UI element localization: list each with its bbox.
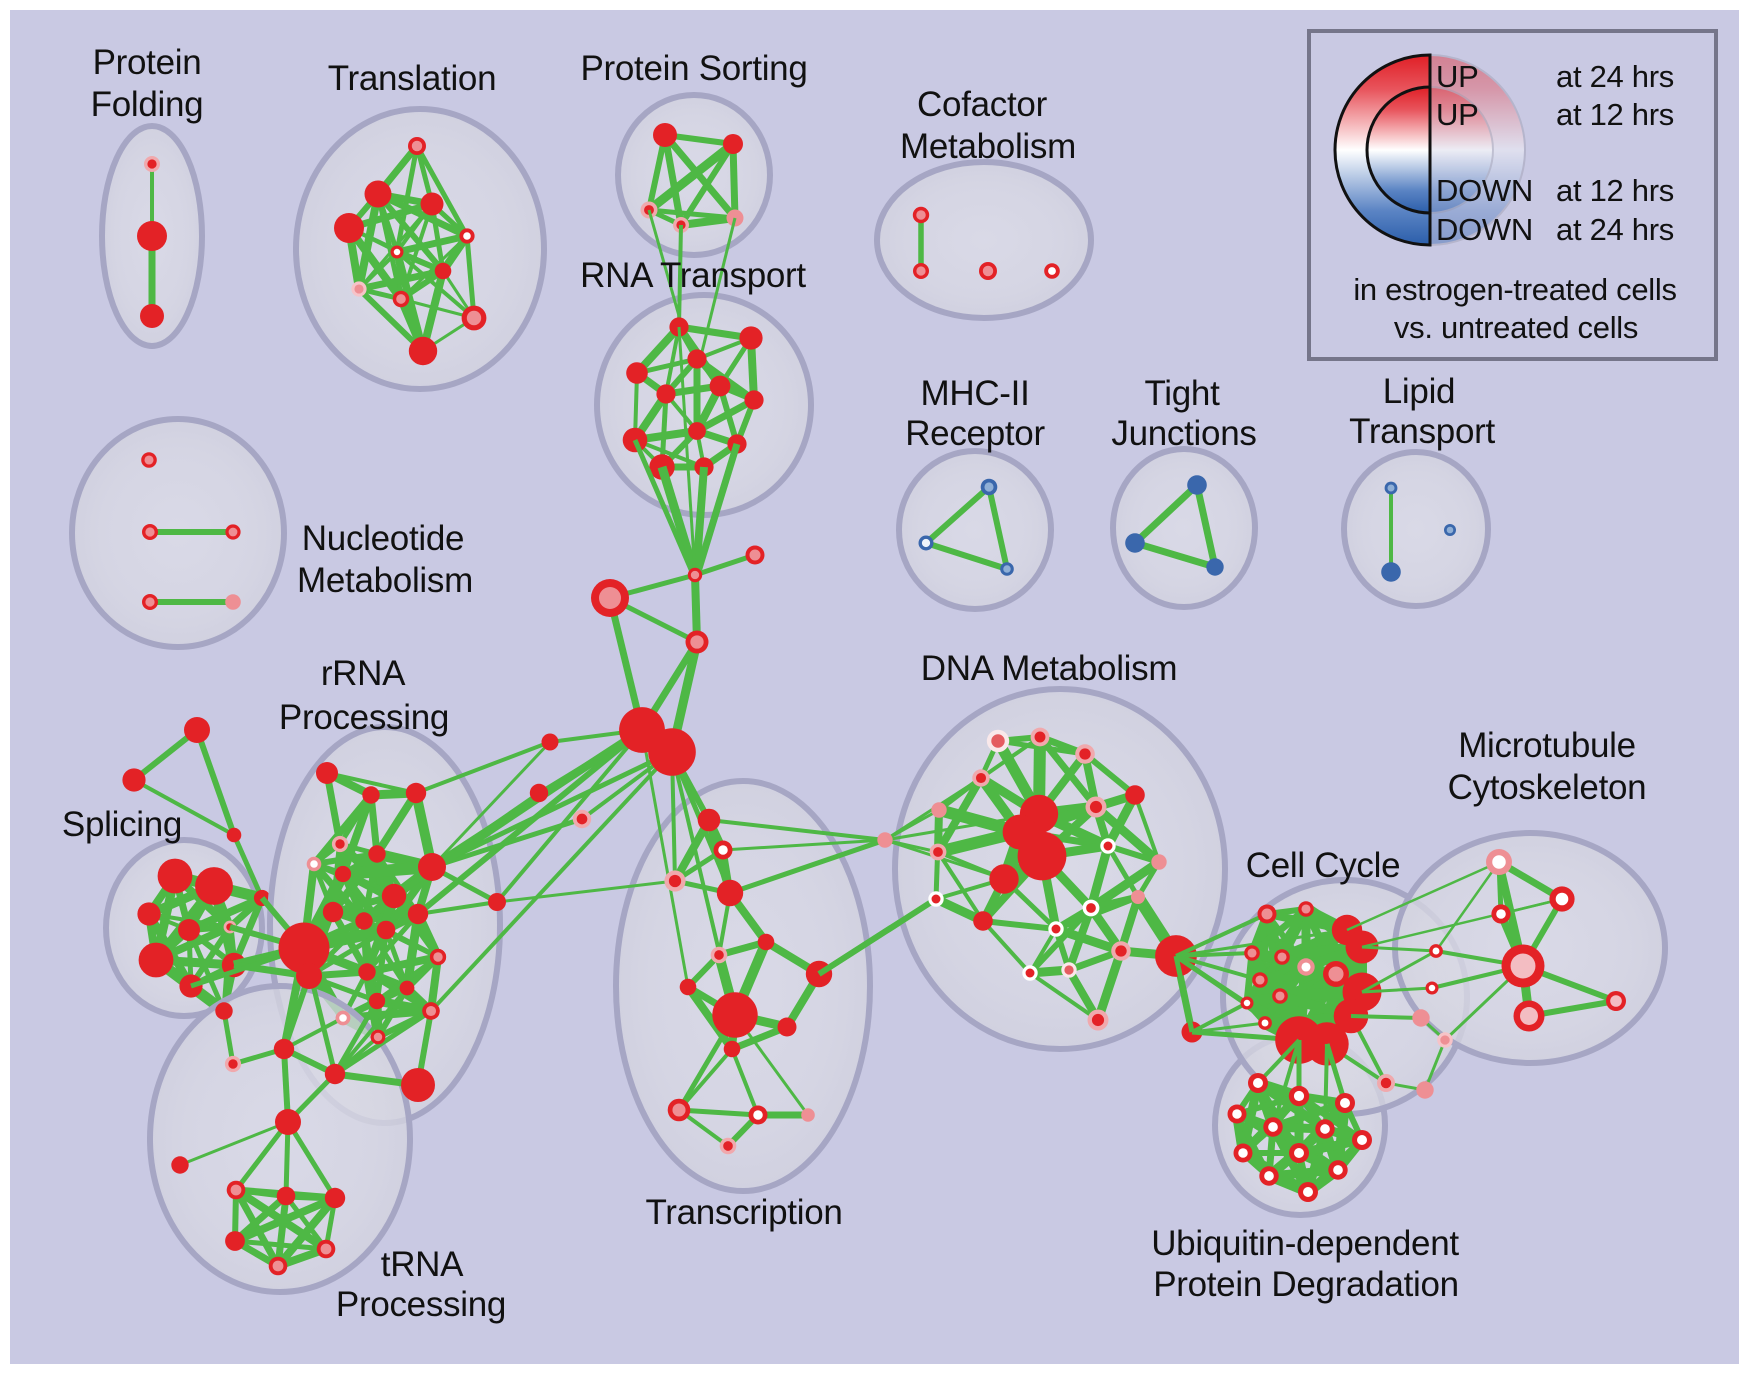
svg-text:Junctions: Junctions (1111, 414, 1256, 453)
svg-text:Translation: Translation (328, 59, 497, 98)
svg-text:tRNA: tRNA (381, 1245, 464, 1284)
svg-text:at 24 hrs: at 24 hrs (1556, 59, 1674, 94)
svg-text:Microtubule: Microtubule (1458, 726, 1636, 765)
svg-text:DNA Metabolism: DNA Metabolism (921, 649, 1177, 688)
svg-text:in estrogen-treated cells: in estrogen-treated cells (1353, 272, 1676, 307)
svg-text:at 24 hrs: at 24 hrs (1556, 212, 1674, 247)
svg-text:Metabolism: Metabolism (900, 127, 1076, 166)
svg-text:Transcription: Transcription (645, 1193, 842, 1232)
svg-text:UP: UP (1436, 97, 1478, 132)
svg-text:Cytoskeleton: Cytoskeleton (1448, 768, 1647, 807)
svg-text:Tight: Tight (1144, 374, 1220, 413)
svg-text:Folding: Folding (91, 85, 204, 124)
svg-text:MHC-II: MHC-II (920, 374, 1029, 413)
svg-text:RNA Transport: RNA Transport (580, 256, 806, 295)
svg-text:Nucleotide: Nucleotide (302, 519, 464, 558)
svg-text:Receptor: Receptor (905, 414, 1045, 453)
svg-text:Processing: Processing (336, 1285, 506, 1324)
svg-text:Protein Degradation: Protein Degradation (1153, 1265, 1459, 1304)
svg-text:at 12 hrs: at 12 hrs (1556, 173, 1674, 208)
svg-text:vs. untreated cells: vs. untreated cells (1394, 310, 1638, 345)
svg-text:UP: UP (1436, 59, 1478, 94)
svg-text:Cofactor: Cofactor (917, 85, 1048, 124)
svg-text:DOWN: DOWN (1436, 212, 1533, 247)
svg-text:Cell Cycle: Cell Cycle (1246, 846, 1401, 885)
svg-text:Protein Sorting: Protein Sorting (580, 49, 807, 88)
svg-text:Splicing: Splicing (62, 805, 182, 844)
svg-text:Metabolism: Metabolism (297, 561, 473, 600)
svg-text:Ubiquitin-dependent: Ubiquitin-dependent (1151, 1224, 1459, 1263)
svg-text:rRNA: rRNA (321, 654, 406, 693)
svg-text:Processing: Processing (279, 698, 449, 737)
svg-text:DOWN: DOWN (1436, 173, 1533, 208)
svg-text:Transport: Transport (1349, 412, 1495, 451)
svg-text:Lipid: Lipid (1383, 372, 1455, 411)
svg-text:Protein: Protein (93, 43, 202, 82)
svg-text:at 12 hrs: at 12 hrs (1556, 97, 1674, 132)
